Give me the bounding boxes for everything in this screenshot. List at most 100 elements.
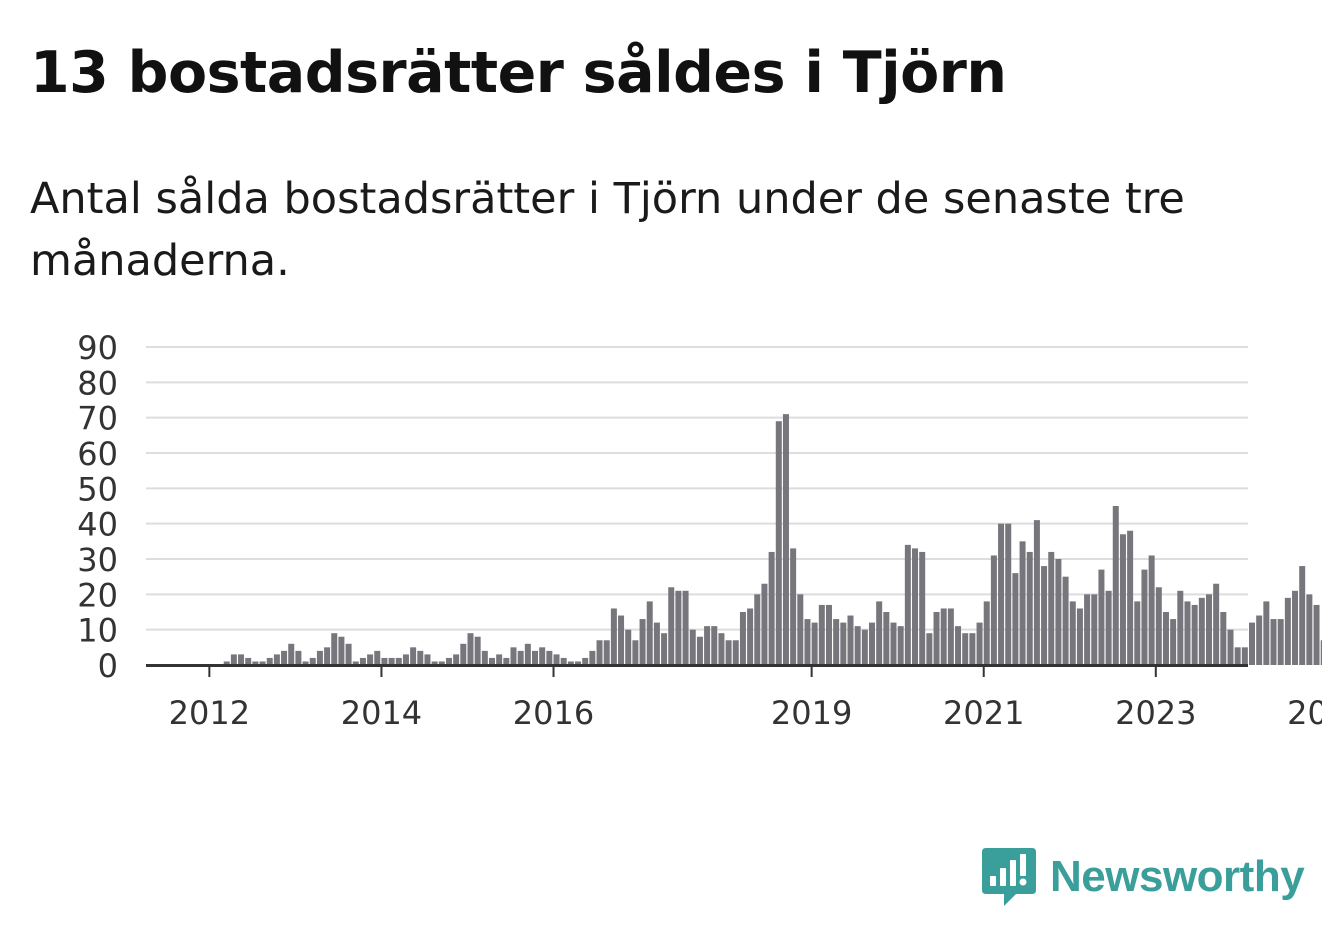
y-tick-label: 50 [77,470,118,508]
bar [704,626,711,665]
bar [1320,640,1322,665]
bar [281,650,288,665]
bar [517,650,524,665]
bar [1270,619,1277,665]
bar [309,657,316,665]
bar [1105,590,1112,665]
bar [1170,619,1177,665]
bar [1012,573,1019,665]
bar [947,608,954,665]
bar [711,626,718,665]
bar [883,612,890,665]
bar [259,661,266,665]
bar [567,661,574,665]
bar [861,629,868,665]
bar [445,657,452,665]
bar [589,650,596,665]
bar [316,650,323,665]
bar [869,622,875,665]
chart-subtitle: Antal sålda bostadsrätter i Tjörn under … [30,174,1185,286]
bar [1155,587,1162,665]
bar [804,619,811,665]
x-tick-label: 2021 [943,694,1024,732]
bar [453,654,460,665]
bar [1141,569,1148,665]
bar [553,654,560,665]
bar [998,523,1005,665]
y-tick-label: 40 [77,506,118,544]
bar [725,640,732,665]
bar [1263,601,1270,665]
y-tick-label: 60 [77,435,118,473]
bar [431,661,438,665]
bar [460,643,467,665]
bar [596,640,603,665]
bar [438,661,445,665]
bar [990,555,997,665]
bar [876,601,883,665]
bar [1292,590,1299,665]
bar [797,594,804,665]
bar [682,590,689,665]
bar [417,650,424,665]
bar [288,643,295,665]
bar [381,657,388,665]
bar [739,612,746,665]
bar [754,594,761,665]
bar [732,640,739,665]
bar [402,654,409,665]
bar [1213,583,1220,665]
bar [1112,506,1119,665]
bar [955,626,962,665]
bar [1005,523,1012,665]
bar [395,657,402,665]
bar [1162,612,1169,665]
bar [488,657,495,665]
bar [610,608,617,665]
bar [1076,608,1083,665]
bar [410,647,417,665]
bar [302,661,309,665]
bar [1098,569,1105,665]
bar [661,633,668,665]
bar [618,615,625,665]
bar [969,633,976,665]
bar [539,647,546,665]
bar [223,661,230,665]
bar [1313,604,1320,665]
bar [625,629,632,665]
bar [345,643,352,665]
y-tick-label: 80 [77,364,118,402]
bar [560,657,567,665]
x-tick-label: 2025 [1287,694,1322,732]
bar [1256,615,1263,665]
bar [761,583,768,665]
bar [252,661,259,665]
bar [266,657,273,665]
bar [962,633,969,665]
x-tick-label: 2012 [169,694,250,732]
bar [897,626,904,665]
x-tick-label: 2016 [513,694,594,732]
bar [1241,647,1248,665]
bar [689,629,696,665]
bar [481,650,488,665]
bar [1127,530,1134,665]
bar [890,622,897,665]
newsworthy-icon [982,848,1036,906]
bar [1191,604,1198,665]
bar [833,619,840,665]
bar [790,548,797,665]
bar [1198,597,1205,665]
bar [983,601,990,665]
bar [359,657,366,665]
bar [1299,566,1306,665]
bar [940,608,947,665]
bar [811,622,818,665]
y-tick-label: 90 [77,329,118,367]
bar [919,551,926,665]
bar [374,650,381,665]
bar [324,647,331,665]
bar [388,657,395,665]
